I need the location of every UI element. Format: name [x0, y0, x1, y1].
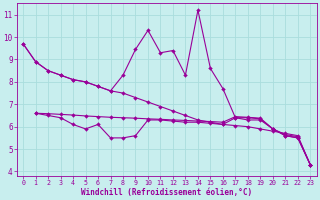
- X-axis label: Windchill (Refroidissement éolien,°C): Windchill (Refroidissement éolien,°C): [81, 188, 252, 197]
